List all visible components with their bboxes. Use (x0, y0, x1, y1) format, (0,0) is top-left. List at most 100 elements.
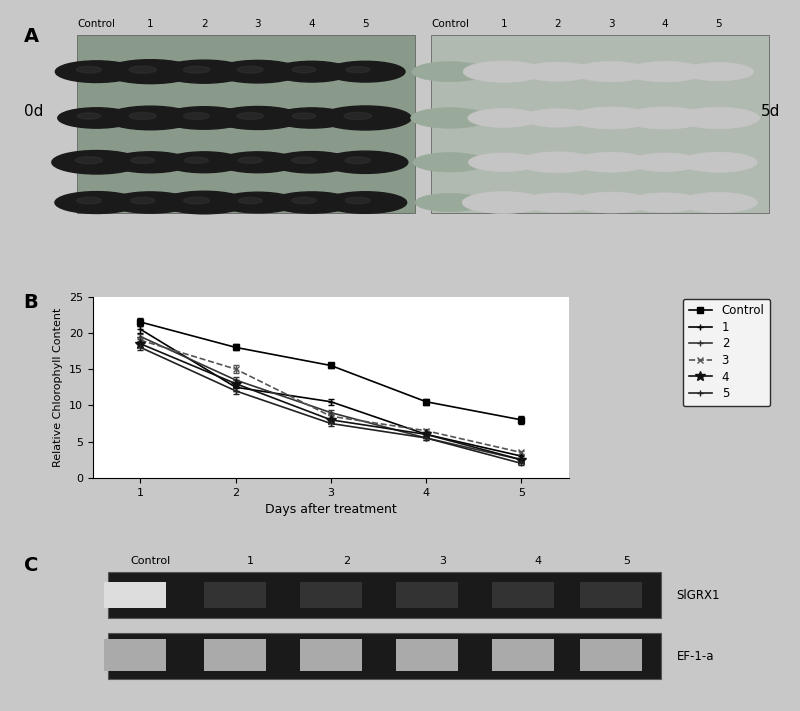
Text: 4: 4 (308, 19, 315, 29)
Circle shape (415, 193, 485, 212)
Circle shape (324, 192, 406, 213)
Circle shape (161, 107, 247, 129)
Circle shape (130, 112, 156, 119)
Circle shape (680, 193, 758, 213)
Circle shape (684, 63, 754, 81)
FancyBboxPatch shape (204, 638, 266, 670)
Text: 4: 4 (534, 556, 542, 566)
Circle shape (345, 157, 370, 164)
Circle shape (161, 191, 247, 214)
FancyBboxPatch shape (492, 638, 554, 670)
Circle shape (183, 66, 210, 73)
Text: 2: 2 (554, 19, 561, 29)
Circle shape (571, 192, 651, 213)
Text: Control: Control (431, 19, 469, 29)
Circle shape (238, 66, 263, 73)
Circle shape (183, 197, 210, 204)
Circle shape (346, 197, 370, 204)
Circle shape (160, 60, 248, 83)
Circle shape (75, 156, 102, 164)
FancyBboxPatch shape (108, 572, 661, 619)
Circle shape (77, 197, 102, 204)
Circle shape (468, 153, 539, 171)
Text: 3: 3 (608, 19, 614, 29)
Circle shape (410, 107, 489, 128)
Circle shape (110, 192, 191, 213)
Circle shape (630, 153, 701, 171)
Circle shape (185, 157, 209, 164)
Circle shape (623, 107, 707, 129)
Text: SlGRX1: SlGRX1 (677, 589, 720, 602)
FancyBboxPatch shape (300, 582, 362, 609)
Circle shape (183, 112, 210, 119)
Circle shape (323, 151, 408, 173)
Text: 5d: 5d (761, 105, 780, 119)
Circle shape (238, 198, 262, 203)
Text: Control: Control (78, 19, 116, 29)
Text: 5: 5 (623, 556, 630, 566)
Circle shape (293, 113, 315, 119)
Circle shape (468, 109, 539, 127)
Circle shape (218, 192, 298, 213)
Circle shape (326, 61, 405, 82)
Circle shape (574, 152, 649, 172)
Circle shape (164, 152, 244, 173)
FancyBboxPatch shape (104, 638, 166, 670)
Text: 3: 3 (254, 19, 262, 29)
Text: 2: 2 (342, 556, 350, 566)
Legend: Control, 1, 2, 3, 4, 5: Control, 1, 2, 3, 4, 5 (682, 299, 770, 406)
Circle shape (346, 67, 370, 73)
FancyBboxPatch shape (78, 36, 415, 213)
Text: 4: 4 (662, 19, 668, 29)
Circle shape (271, 151, 353, 173)
Text: 2: 2 (201, 19, 207, 29)
Text: 3: 3 (438, 556, 446, 566)
Circle shape (521, 193, 594, 212)
Circle shape (680, 152, 757, 172)
Circle shape (628, 193, 702, 212)
Circle shape (344, 112, 371, 119)
FancyBboxPatch shape (204, 582, 266, 609)
Circle shape (105, 60, 196, 84)
Circle shape (272, 61, 351, 82)
Circle shape (292, 198, 316, 204)
Circle shape (55, 191, 138, 213)
Circle shape (319, 106, 411, 130)
Circle shape (413, 153, 487, 172)
Text: 1: 1 (246, 556, 254, 566)
Text: 5: 5 (362, 19, 369, 29)
Circle shape (110, 151, 190, 173)
Circle shape (130, 157, 154, 164)
Text: 5: 5 (715, 19, 722, 29)
Circle shape (52, 151, 142, 174)
Text: EF-1-a: EF-1-a (677, 650, 714, 663)
Text: C: C (24, 556, 38, 575)
Circle shape (106, 106, 195, 130)
Circle shape (58, 108, 135, 128)
Circle shape (522, 109, 593, 127)
Text: A: A (24, 27, 39, 46)
Circle shape (218, 152, 298, 173)
FancyBboxPatch shape (396, 582, 458, 609)
FancyBboxPatch shape (300, 638, 362, 670)
Circle shape (678, 107, 759, 129)
Circle shape (271, 192, 352, 213)
Circle shape (238, 157, 262, 164)
Circle shape (77, 66, 102, 73)
Circle shape (570, 107, 653, 129)
Circle shape (215, 60, 301, 83)
Text: 1: 1 (147, 19, 154, 29)
Circle shape (237, 112, 263, 119)
FancyBboxPatch shape (492, 582, 554, 609)
Circle shape (462, 192, 546, 213)
Circle shape (292, 67, 316, 73)
Circle shape (463, 61, 544, 82)
FancyBboxPatch shape (581, 582, 642, 609)
Circle shape (412, 62, 488, 82)
Text: 0d: 0d (24, 105, 43, 119)
FancyBboxPatch shape (396, 638, 458, 670)
Text: B: B (24, 293, 38, 311)
FancyBboxPatch shape (430, 36, 769, 213)
Circle shape (518, 152, 598, 173)
Circle shape (130, 198, 155, 204)
